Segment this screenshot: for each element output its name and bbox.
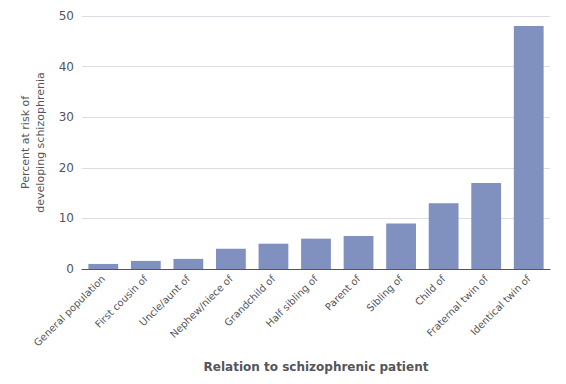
svg-text:Half sibling of: Half sibling of xyxy=(264,273,320,329)
svg-text:Sibling of: Sibling of xyxy=(364,273,405,314)
svg-text:Relation to schizophrenic pati: Relation to schizophrenic patient xyxy=(204,360,429,374)
svg-text:40: 40 xyxy=(59,60,74,74)
svg-text:10: 10 xyxy=(59,211,74,225)
svg-text:50: 50 xyxy=(59,9,74,23)
svg-text:30: 30 xyxy=(59,110,74,124)
svg-text:20: 20 xyxy=(59,161,74,175)
svg-text:Identical twin of: Identical twin of xyxy=(468,273,533,338)
svg-text:developing schizophrenia: developing schizophrenia xyxy=(34,72,47,212)
svg-text:General population: General population xyxy=(32,273,107,348)
svg-text:Percent at risk of: Percent at risk of xyxy=(19,95,32,189)
svg-text:Child of: Child of xyxy=(413,273,448,308)
svg-text:0: 0 xyxy=(66,262,74,276)
svg-text:Uncle/aunt of: Uncle/aunt of xyxy=(137,273,193,329)
svg-text:Grandchild of: Grandchild of xyxy=(222,273,278,329)
svg-text:Nephew/niece of: Nephew/niece of xyxy=(168,273,235,340)
svg-text:First cousin of: First cousin of xyxy=(93,273,150,330)
svg-text:Fraternal twin of: Fraternal twin of xyxy=(424,273,491,339)
svg-text:Parent of: Parent of xyxy=(323,273,363,313)
